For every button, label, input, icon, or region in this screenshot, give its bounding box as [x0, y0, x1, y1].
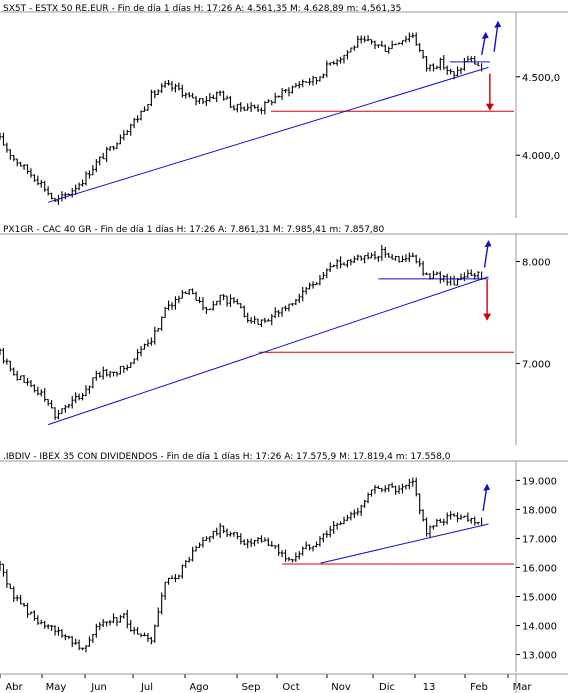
y-tick-label: 15.000 — [522, 593, 557, 604]
arrow-down-head — [483, 313, 492, 321]
y-tick-label: 13.000 — [522, 651, 557, 662]
y-tick-label: 8.000 — [522, 257, 551, 268]
x-tick-label: Jun — [90, 682, 107, 693]
y-tick-label: 4.500,0 — [522, 73, 560, 84]
x-tick-label: Jul — [140, 682, 153, 693]
arrow-up-head — [494, 20, 502, 28]
panel-cac40: PX1GR - CAC 40 GR - Fin de día 1 días H:… — [0, 225, 568, 445]
x-tick-label: Ago — [189, 682, 208, 693]
y-tick-label: 14.000 — [522, 622, 557, 633]
arrow-up-head — [481, 31, 489, 39]
panel-cac40-header: PX1GR - CAC 40 GR - Fin de día 1 días H:… — [3, 225, 385, 235]
y-tick-label: 18.000 — [522, 505, 557, 516]
panel-estx50: SX5T - ESTX 50 RE.EUR - Fin de día 1 día… — [0, 4, 568, 218]
arrow-down-head — [485, 103, 494, 111]
x-tick-label: Dic — [379, 682, 395, 693]
trend-line — [48, 276, 489, 426]
x-tick-label: May — [46, 682, 67, 693]
x-tick-label: Abr — [5, 682, 23, 693]
panel-ibex35: .IBDIV - IBEX 35 CON DIVIDENDOS - Fin de… — [0, 452, 568, 672]
x-tick-label: Feb — [470, 682, 488, 693]
y-tick-label: 19.000 — [522, 476, 557, 487]
trend-line — [48, 66, 489, 203]
y-tick-label: 17.000 — [522, 534, 557, 545]
x-tick-label: Mar — [513, 682, 533, 693]
arrow-up-head — [483, 483, 491, 491]
panel-estx50-header: SX5T - ESTX 50 RE.EUR - Fin de día 1 día… — [3, 4, 401, 14]
x-tick-label: Oct — [282, 682, 299, 693]
trend-line — [320, 523, 489, 564]
x-axis: Abr May Jun Jul Ago Sep Oct Nov Dic 13 Feb Mar — [0, 674, 532, 693]
y-tick-label: 16.000 — [522, 564, 557, 575]
x-tick-label: 13 — [423, 682, 436, 693]
x-tick-label: Sep — [242, 682, 261, 693]
arrow-up-head — [484, 240, 492, 248]
y-tick-label: 4.000,0 — [522, 151, 560, 162]
y-tick-label: 7.000 — [522, 359, 551, 370]
x-tick-label: Nov — [331, 682, 351, 693]
panel-ibex35-header: .IBDIV - IBEX 35 CON DIVIDENDOS - Fin de… — [3, 452, 451, 462]
